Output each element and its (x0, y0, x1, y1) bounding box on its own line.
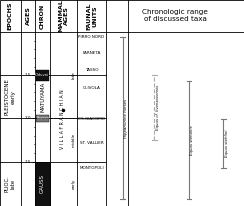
Text: middle: middle (72, 133, 76, 147)
Text: MAMMAL
AGES: MAMMAL AGES (58, 0, 69, 32)
Text: FAUNAL
UNITS: FAUNAL UNITS (86, 2, 97, 30)
Text: GAUSS: GAUSS (40, 174, 45, 193)
Text: Chronologic range
of discussed taxa: Chronologic range of discussed taxa (142, 9, 208, 22)
Bar (35, 162, 50, 206)
Text: PLIOC.
late: PLIOC. late (5, 176, 16, 192)
Text: PIRRO NORD: PIRRO NORD (78, 35, 105, 39)
Text: Equus stenonis: Equus stenonis (190, 125, 194, 155)
Text: early: early (72, 179, 76, 189)
Text: 2.0: 2.0 (25, 116, 31, 121)
Text: MONTOPOLI: MONTOPOLI (79, 166, 104, 170)
Text: Olduvai: Olduvai (35, 73, 49, 77)
Bar (36, 115, 49, 122)
Text: OLIVOLA: OLIVOLA (82, 86, 101, 90)
Text: Reunion: Reunion (36, 116, 49, 121)
Text: EPOCHS: EPOCHS (8, 2, 13, 30)
Text: 1.5: 1.5 (25, 73, 31, 77)
Text: TASSO: TASSO (85, 68, 98, 72)
Text: Equus cf. livenzovensis: Equus cf. livenzovensis (156, 85, 160, 130)
Text: late: late (72, 71, 76, 79)
Bar (36, 69, 49, 81)
Text: 2.5: 2.5 (25, 160, 31, 164)
Text: Equus stehlini: Equus stehlini (224, 130, 229, 157)
Text: ST. VALLIER: ST. VALLIER (80, 141, 103, 145)
Text: Hipparionine horses: Hipparionine horses (124, 98, 128, 138)
Text: MATUYAMA: MATUYAMA (40, 82, 45, 112)
Text: PLEISTOCENE
early: PLEISTOCENE early (5, 78, 16, 115)
Text: V I L L A F R A N C H I A N: V I L L A F R A N C H I A N (60, 89, 65, 149)
Text: FARNETA: FARNETA (82, 51, 101, 55)
Text: AGES: AGES (26, 7, 30, 25)
Text: C.S.GIACOMO: C.S.GIACOMO (78, 117, 105, 121)
Text: CHRON: CHRON (40, 3, 45, 29)
